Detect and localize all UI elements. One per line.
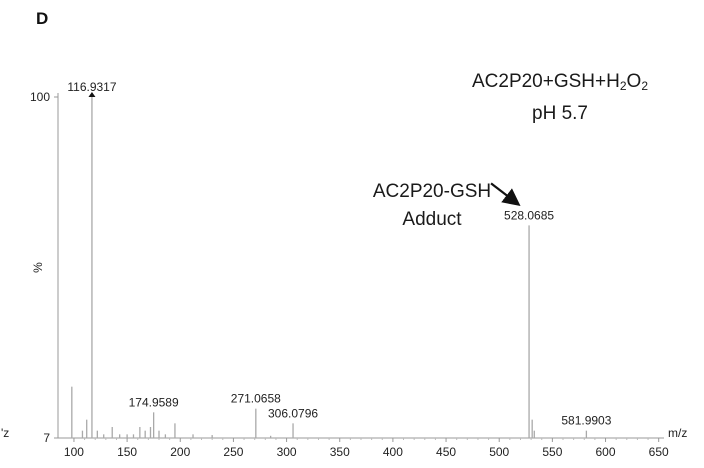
x-tick-label: 150 (117, 445, 137, 459)
panel-label: D (36, 9, 49, 28)
peak-label: 174.9589 (129, 395, 179, 409)
annotation-line-1: AC2P20-GSH (372, 181, 492, 202)
x-tick-label: 650 (649, 445, 669, 459)
peak-label: 271.0658 (231, 392, 281, 406)
peak-label: 581.9903 (561, 414, 611, 428)
x-tick-label: 500 (489, 445, 509, 459)
x-tick-label: 250 (223, 445, 243, 459)
x-tick-label: 100 (64, 445, 84, 459)
chart-title: AC2P20+GSH+H2O2 pH 5.7 (430, 68, 690, 127)
x-tick-label: 600 (596, 445, 616, 459)
y-tick-label: 7 (43, 431, 50, 445)
x-tick-label: 550 (542, 445, 562, 459)
x-tick-label: 350 (330, 445, 350, 459)
y-axis-label: % (31, 262, 45, 273)
annotation-arrow (490, 182, 521, 207)
adduct-annotation: AC2P20-GSH Adduct (348, 178, 516, 234)
x-tick-label: 300 (277, 445, 297, 459)
peaks-layer (71, 97, 588, 438)
title-base-text: AC2P20+GSH+H (471, 71, 620, 92)
title-line-2: pH 5.7 (532, 103, 588, 124)
title-mid-text: O (626, 71, 642, 92)
title-line-1: AC2P20+GSH+H2O2 (430, 68, 690, 100)
left-cut-label: 'z (1, 426, 9, 440)
x-tick-label: 400 (383, 445, 403, 459)
peak-label: 306.0796 (268, 406, 318, 420)
y-tick-label: 100 (30, 90, 50, 104)
peak-label: 116.9317 (67, 80, 116, 94)
tick-layer: 100 7 100 150 200 250 300 350 400 450 500 550 600 650 (30, 90, 669, 459)
annotation-line-2: Adduct (402, 209, 462, 230)
base-peak-marker (88, 92, 96, 97)
x-tick-label: 450 (436, 445, 456, 459)
title-subscript-2: 2 (641, 79, 648, 93)
title-subscript-1: 2 (619, 79, 627, 93)
peak-label: 528.0685 (504, 208, 554, 222)
x-tick-label: 200 (170, 445, 190, 459)
x-axis-label: m/z (668, 426, 687, 440)
